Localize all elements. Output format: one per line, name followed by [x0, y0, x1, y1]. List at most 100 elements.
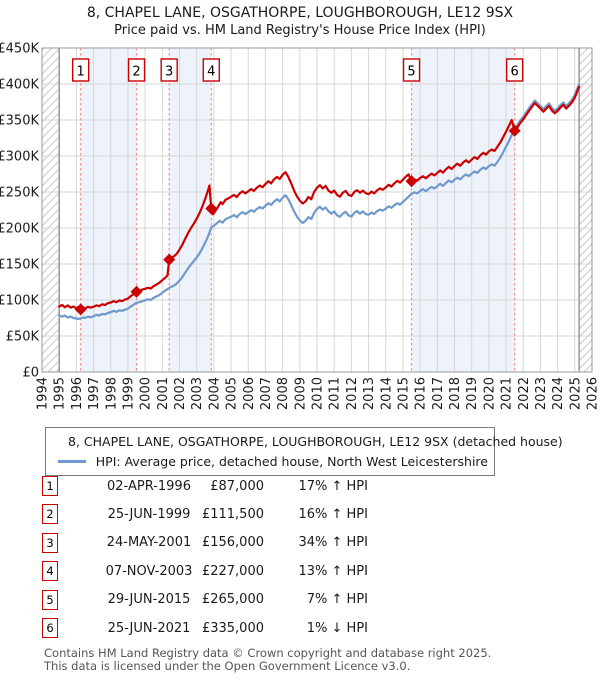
sale-marker — [130, 285, 143, 298]
sale-marker — [205, 202, 218, 215]
sale-price: £87,000 — [210, 478, 264, 494]
sale-marker — [508, 124, 521, 137]
sale-vs-hpi: 17% ↑ HPI — [298, 478, 368, 494]
svg-text:1: 1 — [77, 65, 85, 80]
table-row: 2 25-JUN-1999 £111,500 16% ↑ HPI — [42, 500, 562, 528]
sale-vs-hpi: 13% ↑ HPI — [298, 563, 368, 579]
x-axis-tick-label: 2022 — [517, 377, 532, 410]
sale-vs-hpi: 1% ↓ HPI — [306, 620, 368, 636]
y-axis-tick-label: £250K — [0, 186, 39, 201]
table-row: 5 29-JUN-2015 £265,000 7% ↑ HPI — [42, 586, 562, 614]
sale-number-flag — [202, 58, 220, 82]
chart-title-block: 8, CHAPEL LANE, OSGATHORPE, LOUGHBOROUGH… — [0, 4, 600, 39]
legend-label: 8, CHAPEL LANE, OSGATHORPE, LOUGHBOROUGH… — [68, 433, 563, 449]
svg-text:4: 4 — [207, 65, 215, 80]
footer-line2: This data is licensed under the Open Gov… — [44, 659, 411, 673]
legend-item-hpi: HPI: Average price, detached house, Nort… — [52, 451, 488, 471]
x-axis-tick-label: 2005 — [225, 377, 240, 410]
sale-number-badge: 5 — [42, 589, 58, 610]
sale-number-flag — [71, 58, 90, 82]
x-axis-tick-label: 2014 — [379, 377, 394, 410]
ownership-period-band — [411, 48, 515, 372]
x-axis-tick-label: 2025 — [568, 377, 583, 410]
x-axis-tick-label: 1995 — [53, 377, 68, 410]
svg-text:3: 3 — [165, 65, 173, 80]
sale-marker — [163, 253, 176, 266]
x-axis-tick-label: 2009 — [293, 377, 308, 410]
x-axis-tick-label: 2026 — [586, 377, 600, 410]
y-axis-tick-label: £300K — [0, 150, 39, 165]
sale-vs-hpi: 34% ↑ HPI — [298, 535, 368, 551]
x-axis-tick-label: 2024 — [551, 377, 566, 410]
svg-text:2: 2 — [132, 65, 140, 80]
page-subtitle: Price paid vs. HM Land Registry's House … — [114, 23, 486, 38]
sale-number-flag — [505, 58, 524, 82]
sale-number-flag — [402, 58, 421, 82]
sale-price: £335,000 — [201, 620, 264, 636]
x-axis-tick-label: 2016 — [414, 377, 429, 410]
blue-line-swatch — [58, 459, 86, 463]
x-axis-tick-label: 2013 — [362, 377, 377, 410]
x-axis-tick-label: 2015 — [396, 377, 411, 410]
y-axis-tick-label: £400K — [0, 78, 39, 93]
sale-date: 24-MAY-2001 — [106, 535, 192, 551]
sale-date: 25-JUN-2021 — [107, 620, 191, 636]
sale-price: £227,000 — [201, 563, 264, 579]
x-axis-tick-label: 1997 — [87, 377, 102, 410]
no-data-hatch — [579, 48, 592, 372]
sale-number-badge: 4 — [42, 561, 58, 582]
sale-marker — [74, 303, 87, 316]
y-axis-tick-label: £350K — [0, 114, 39, 129]
x-axis-tick-label: 2007 — [259, 377, 274, 410]
x-axis-tick-label: 2018 — [448, 377, 463, 410]
y-axis-tick-label: £200K — [0, 222, 39, 237]
x-axis-tick-label: 2001 — [156, 377, 171, 410]
x-axis-tick-label: 2000 — [139, 377, 154, 410]
x-axis-tick-label: 2010 — [311, 377, 326, 410]
y-axis-tick-label: £50K — [6, 330, 40, 345]
x-axis-tick-label: 1998 — [104, 377, 119, 410]
table-row: 4 07-NOV-2003 £227,000 13% ↑ HPI — [42, 557, 562, 585]
no-data-hatch — [42, 48, 60, 372]
x-axis-tick-label: 2012 — [345, 377, 360, 410]
table-row: 3 24-MAY-2001 £156,000 34% ↑ HPI — [42, 529, 562, 557]
sale-vs-hpi: 7% ↑ HPI — [306, 592, 368, 608]
sale-date: 25-JUN-1999 — [107, 507, 191, 523]
sale-number-badge: 6 — [42, 617, 58, 638]
x-axis-tick-label: 2006 — [242, 377, 257, 410]
x-axis-tick-label: 2020 — [482, 377, 497, 410]
sale-number-flag — [127, 58, 146, 82]
table-row: 6 25-JUN-2021 £335,000 1% ↓ HPI — [42, 614, 562, 642]
svg-text:6: 6 — [511, 65, 519, 80]
sale-number-badge: 2 — [42, 504, 58, 525]
sale-date: 02-APR-1996 — [107, 478, 191, 494]
x-axis-tick-label: 1999 — [121, 377, 136, 410]
sale-date: 29-JUN-2015 — [107, 592, 191, 608]
x-axis-tick-label: 2017 — [431, 377, 446, 410]
x-axis-tick-label: 2008 — [276, 377, 291, 410]
page-title: 8, CHAPEL LANE, OSGATHORPE, LOUGHBOROUGH… — [86, 5, 514, 21]
chart-legend: 8, CHAPEL LANE, OSGATHORPE, LOUGHBOROUGH… — [45, 427, 563, 476]
x-axis-tick-label: 1994 — [36, 377, 51, 410]
sale-number-flag — [160, 58, 178, 82]
sale-number-badge: 3 — [42, 532, 58, 553]
table-row: 1 02-APR-1996 £87,000 17% ↑ HPI — [42, 472, 562, 500]
price-paid-line — [58, 85, 581, 311]
x-axis-tick-label: 2021 — [500, 377, 515, 410]
sale-vs-hpi: 16% ↑ HPI — [298, 507, 368, 523]
y-axis-tick-label: £150K — [0, 258, 39, 273]
ownership-period-band — [169, 48, 212, 372]
x-axis-tick-label: 2019 — [465, 377, 480, 410]
x-axis-tick-label: 2023 — [534, 377, 549, 410]
sale-marker — [405, 175, 418, 188]
sale-price: £111,500 — [201, 507, 264, 523]
footer-line1: Contains HM Land Registry data © Crown c… — [44, 646, 492, 660]
price-history-chart: 1 2 3 4 5 6 £0 £50K £100K £150K £200K £250K £300K £35… — [0, 42, 600, 411]
x-axis-tick-label: 2003 — [190, 377, 205, 410]
sale-date: 07-NOV-2003 — [105, 563, 193, 579]
sale-price: £265,000 — [201, 592, 264, 608]
sales-table: 1 02-APR-1996 £87,000 17% ↑ HPI 2 25-JUN-1999… — [42, 472, 562, 642]
sale-price: £156,000 — [201, 535, 264, 551]
hpi-line — [58, 83, 581, 320]
